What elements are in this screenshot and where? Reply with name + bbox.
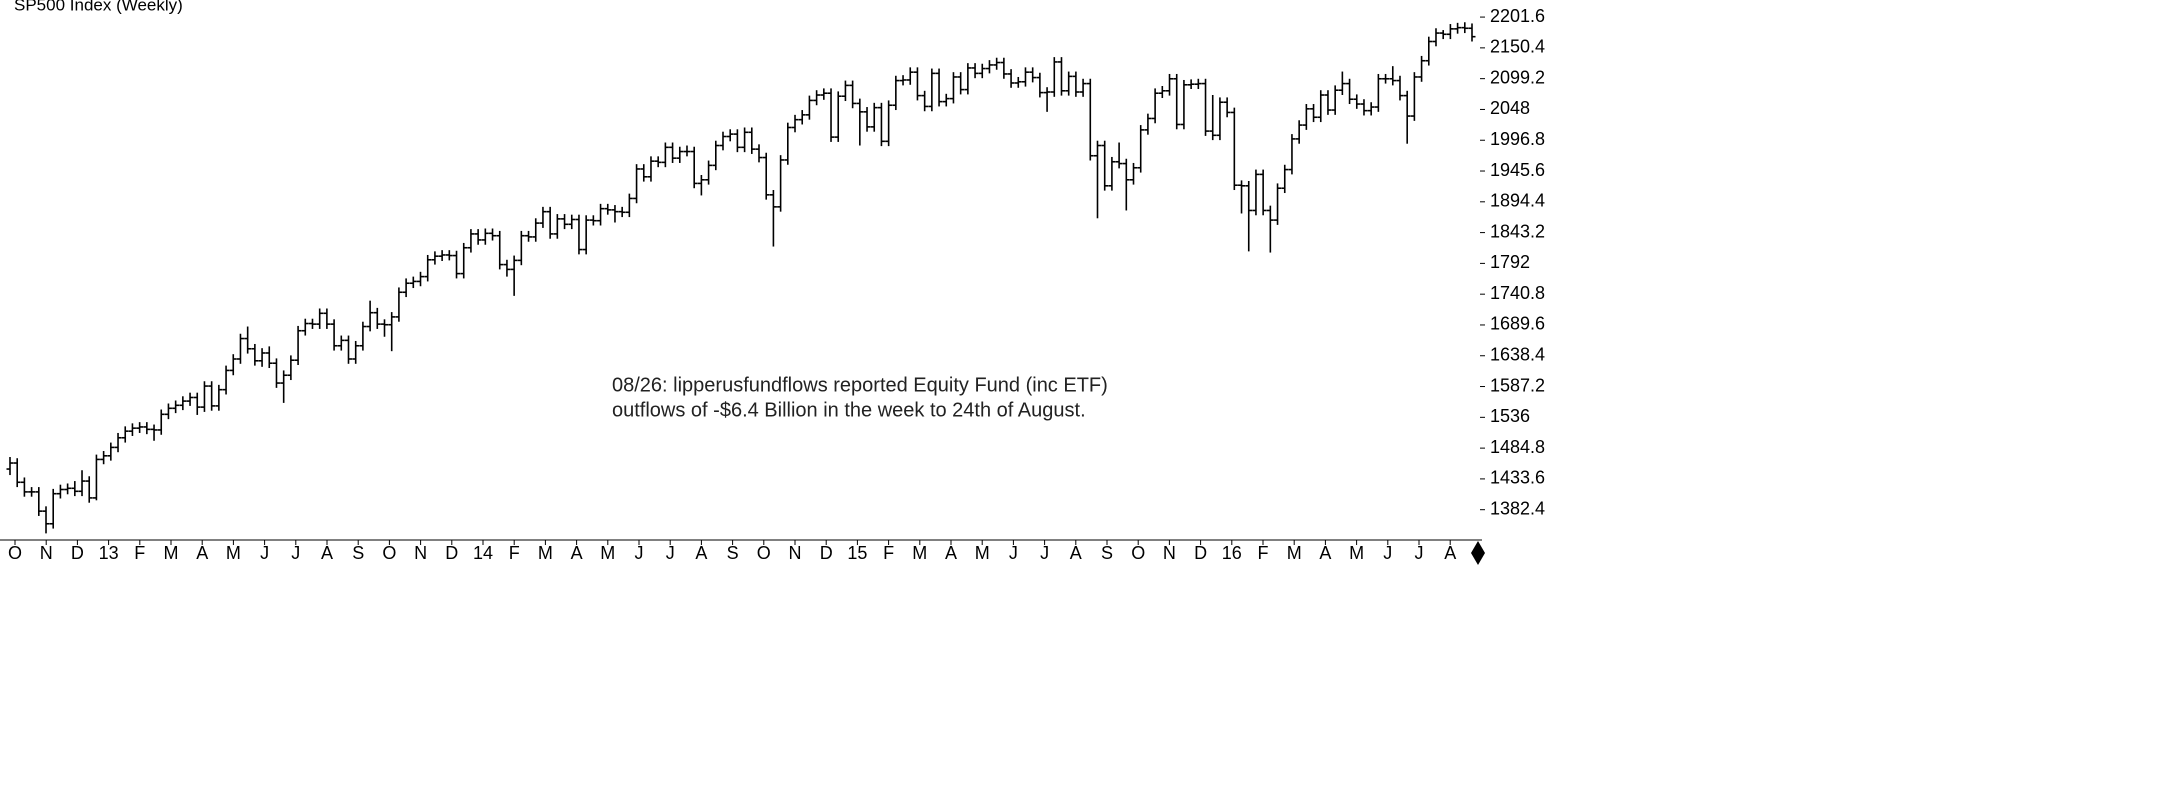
y-tick-label: 2150.4 [1490, 37, 1545, 57]
x-tick-label: 13 [99, 543, 119, 563]
x-tick-label: F [1258, 543, 1269, 563]
x-tick-label: D [445, 543, 458, 563]
x-tick-label: F [134, 543, 145, 563]
x-tick-label: N [1163, 543, 1176, 563]
y-tick-label: 1638.4 [1490, 345, 1545, 365]
x-tick-label: M [600, 543, 615, 563]
y-tick-label: 1536 [1490, 406, 1530, 426]
y-tick-label: 2201.6 [1490, 6, 1545, 26]
y-tick-label: 1996.8 [1490, 129, 1545, 149]
x-tick-label: M [538, 543, 553, 563]
x-tick-label: A [1319, 543, 1331, 563]
x-tick-label: N [789, 543, 802, 563]
y-tick-label: 2099.2 [1490, 67, 1545, 87]
annotation: outflows of -$6.4 Billion in the week to… [612, 399, 1086, 421]
x-tick-label: J [1415, 543, 1424, 563]
y-tick-label: 1689.6 [1490, 314, 1545, 334]
x-tick-label: A [1070, 543, 1082, 563]
x-tick-label: O [8, 543, 22, 563]
y-tick-label: 1792 [1490, 252, 1530, 272]
x-tick-label: A [1444, 543, 1456, 563]
x-tick-label: N [414, 543, 427, 563]
x-tick-label: S [1101, 543, 1113, 563]
y-tick-label: 1382.4 [1490, 498, 1545, 518]
x-tick-label: N [40, 543, 53, 563]
x-tick-label: A [571, 543, 583, 563]
x-tick-label: J [666, 543, 675, 563]
x-tick-label: D [1194, 543, 1207, 563]
x-tick-label: 15 [847, 543, 867, 563]
current-marker [1471, 541, 1485, 565]
x-tick-label: S [352, 543, 364, 563]
x-tick-label: J [260, 543, 269, 563]
chart-title: SP500 Index (Weekly) [14, 0, 183, 14]
x-tick-label: J [635, 543, 644, 563]
y-tick-label: 1433.6 [1490, 468, 1545, 488]
x-tick-label: F [883, 543, 894, 563]
y-tick-label: 1587.2 [1490, 375, 1545, 395]
x-tick-label: M [912, 543, 927, 563]
x-tick-label: O [757, 543, 771, 563]
x-tick-label: F [509, 543, 520, 563]
x-tick-label: M [1287, 543, 1302, 563]
y-tick-label: 1843.2 [1490, 221, 1545, 241]
y-tick-label: 1894.4 [1490, 191, 1545, 211]
y-tick-label: 2048 [1490, 98, 1530, 118]
x-tick-label: 14 [473, 543, 493, 563]
x-tick-label: D [820, 543, 833, 563]
x-tick-label: A [695, 543, 707, 563]
x-tick-label: A [196, 543, 208, 563]
x-tick-label: M [1349, 543, 1364, 563]
annotation: 08/26: lipperusfundflows reported Equity… [612, 374, 1108, 396]
x-tick-label: M [975, 543, 990, 563]
x-tick-label: M [164, 543, 179, 563]
x-tick-label: J [291, 543, 300, 563]
x-tick-label: A [321, 543, 333, 563]
x-tick-label: J [1383, 543, 1392, 563]
y-tick-label: 1945.6 [1490, 160, 1545, 180]
x-tick-label: O [382, 543, 396, 563]
x-tick-label: S [727, 543, 739, 563]
x-tick-label: A [945, 543, 957, 563]
y-tick-label: 1740.8 [1490, 283, 1545, 303]
y-tick-label: 1484.8 [1490, 437, 1545, 457]
x-tick-label: O [1131, 543, 1145, 563]
x-tick-label: D [71, 543, 84, 563]
x-tick-label: J [1040, 543, 1049, 563]
x-tick-label: 16 [1222, 543, 1242, 563]
x-tick-label: M [226, 543, 241, 563]
x-tick-label: J [1009, 543, 1018, 563]
